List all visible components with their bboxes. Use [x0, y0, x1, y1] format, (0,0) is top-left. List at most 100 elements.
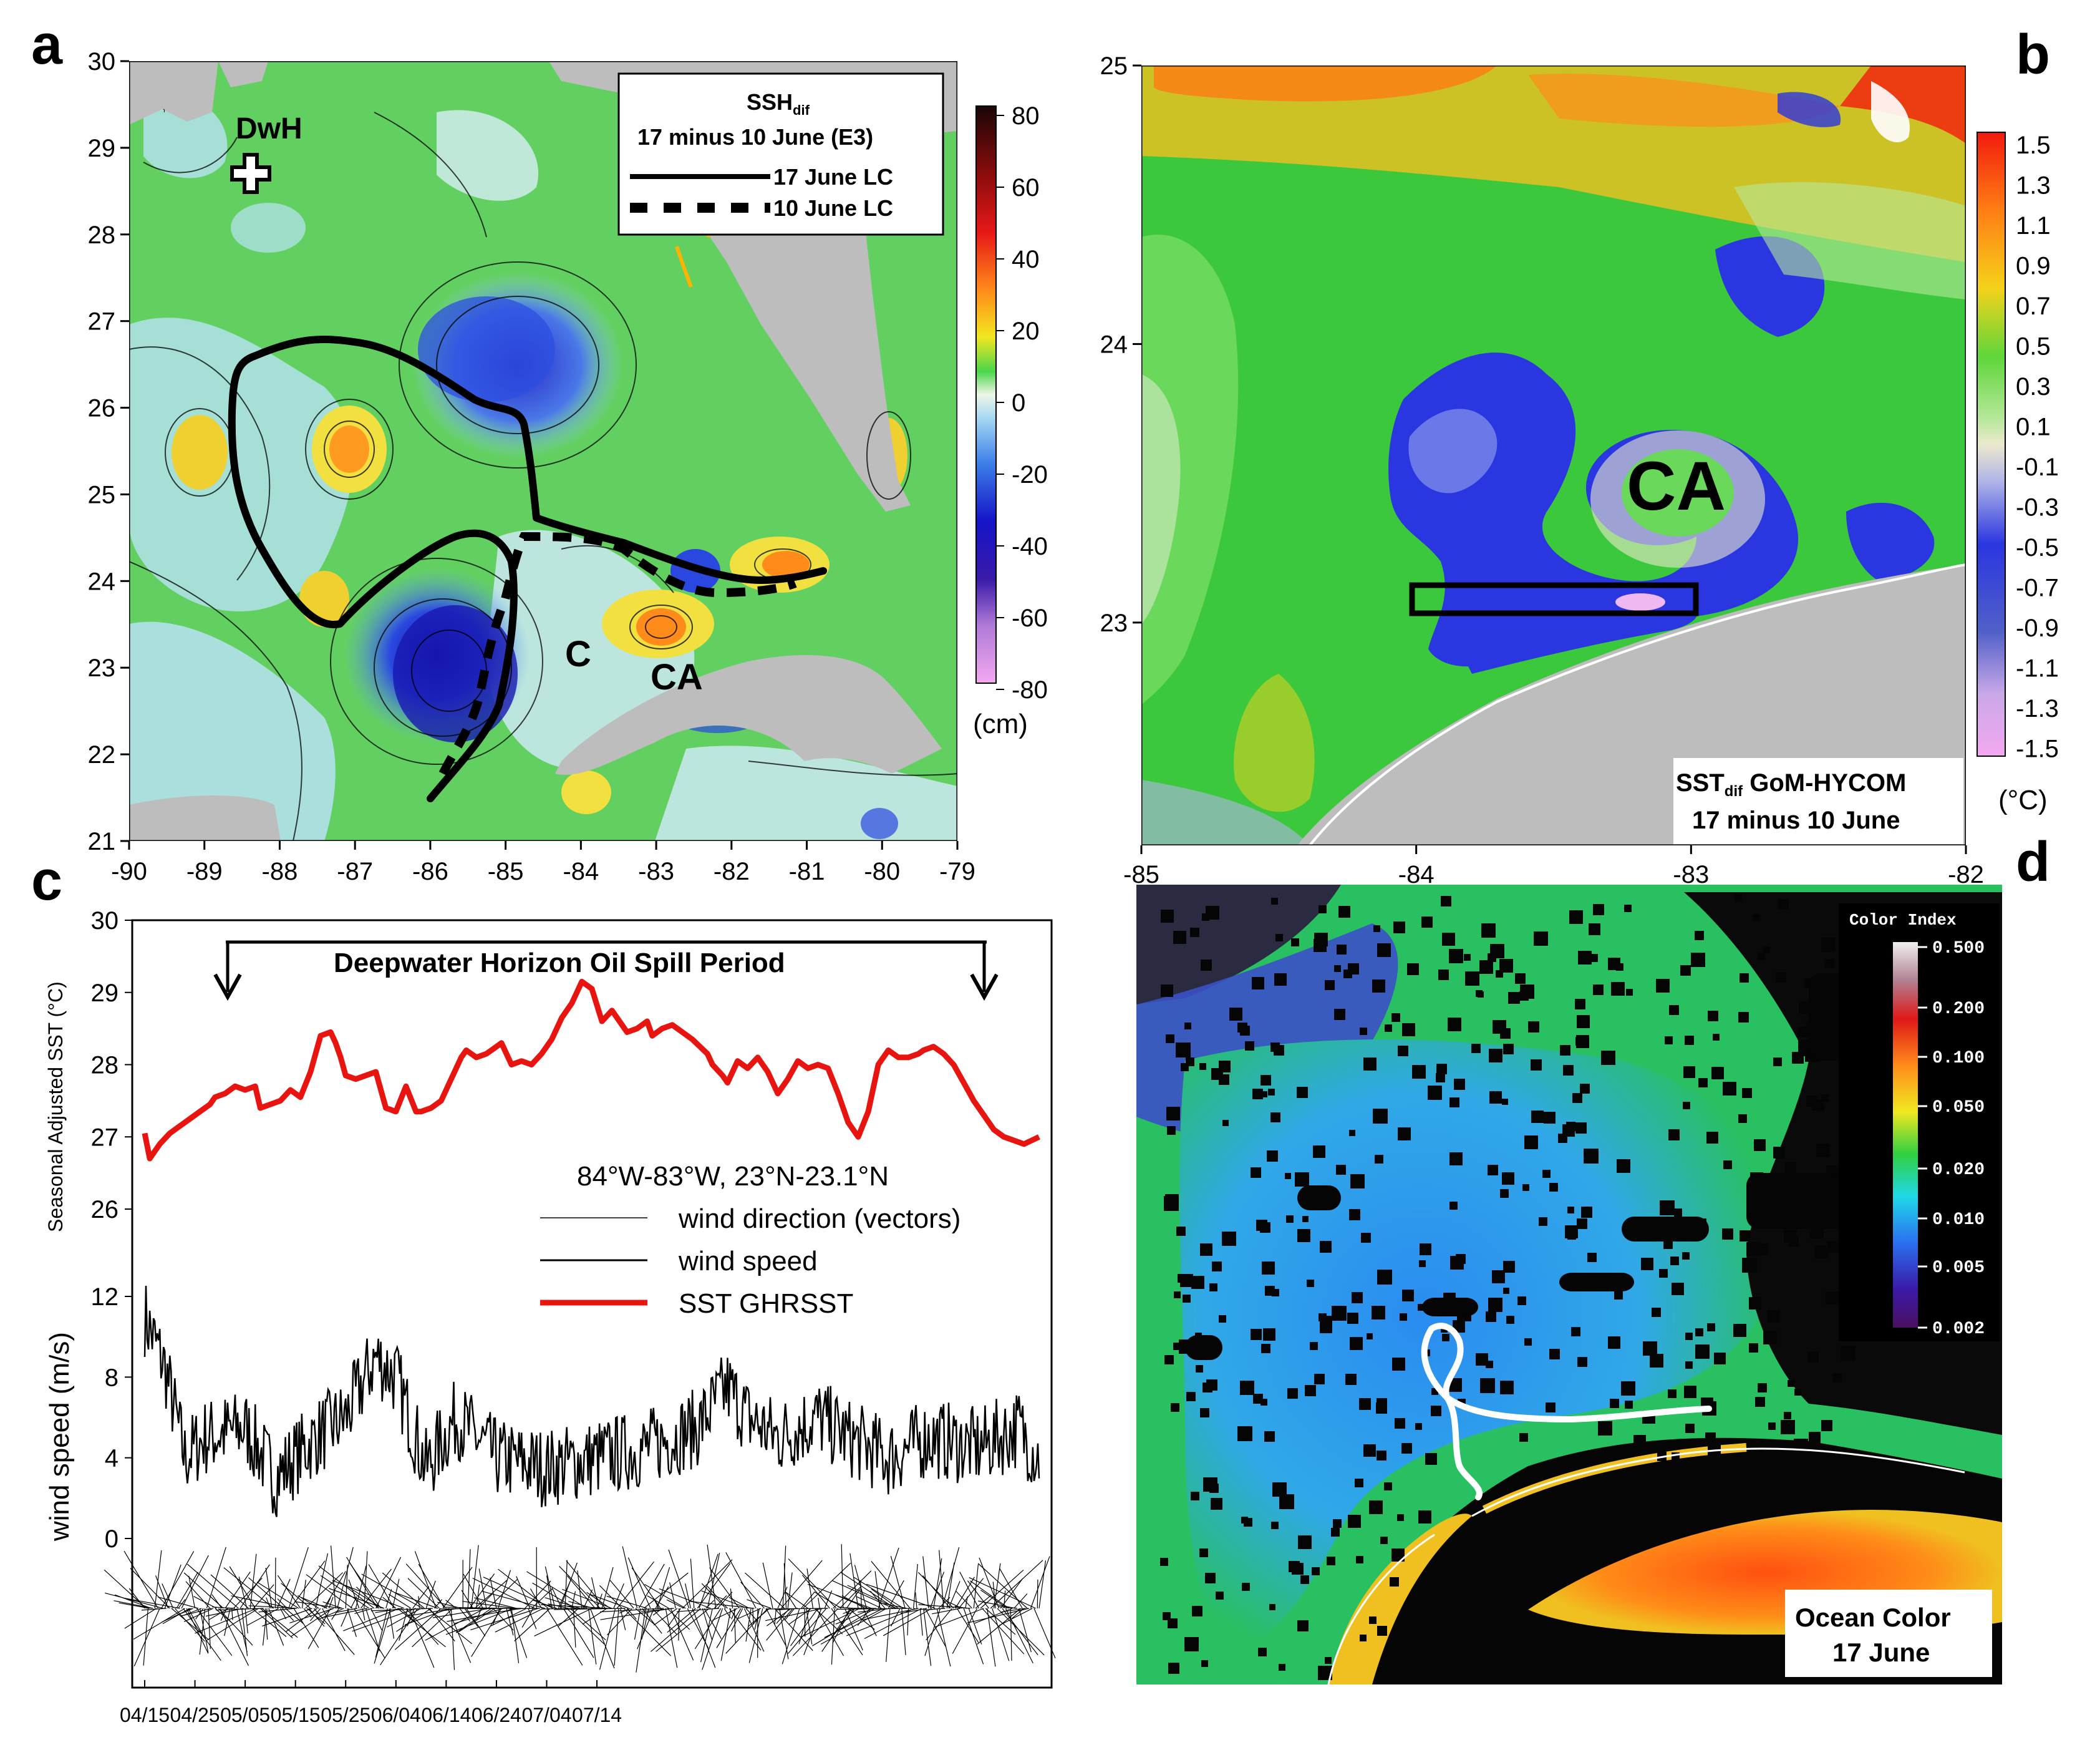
wind-vector: [974, 1608, 1013, 1624]
wind-vector: [694, 1608, 722, 1650]
wind-vector: [472, 1577, 535, 1609]
cloud-square: [1269, 1604, 1275, 1610]
wind-vector: [707, 1552, 720, 1609]
y-tick-label-a: 30: [88, 48, 116, 75]
cloud-square: [1398, 1127, 1411, 1140]
wind-vector: [577, 1570, 583, 1609]
x-tick-label-a: -86: [412, 858, 448, 885]
wind-vector: [474, 1597, 517, 1609]
cloud-square: [1684, 1386, 1696, 1398]
cloud-square: [1524, 1135, 1538, 1149]
cloud-square: [1503, 1261, 1515, 1273]
cloud-square: [1222, 1232, 1236, 1246]
wind-vector: [206, 1547, 226, 1609]
cloud-patch: [1746, 1173, 1846, 1229]
cloud-square: [1448, 1018, 1461, 1031]
cloud-square: [1705, 1432, 1716, 1443]
wind-vector: [332, 1580, 405, 1609]
wind-vector: [195, 1608, 204, 1620]
cloud-square: [1449, 1202, 1458, 1210]
wind-vector: [265, 1567, 273, 1609]
region-label: 84°W-83°W, 23°N-23.1°N: [577, 1161, 889, 1192]
cloud-square: [1209, 1484, 1219, 1493]
wind-vector: [249, 1553, 257, 1609]
wind-vector: [813, 1591, 842, 1609]
y-tick-label-wind: 0: [105, 1525, 119, 1553]
wind-vector: [1037, 1579, 1038, 1609]
wind-vector: [838, 1606, 853, 1609]
cloud-square: [1297, 1229, 1310, 1242]
y-tick-label-sst: 29: [91, 979, 119, 1007]
wind-vector: [915, 1592, 917, 1609]
cloud-square: [1407, 963, 1419, 975]
wind-vector: [743, 1608, 765, 1652]
cloud-square: [1722, 1228, 1733, 1240]
cloud-square: [1395, 1418, 1405, 1429]
cloud-square: [1327, 1557, 1335, 1565]
wind-vector: [1030, 1556, 1050, 1609]
cloud-square: [1325, 1657, 1332, 1664]
ssh-colorbar-tick-label: -40: [1012, 533, 1048, 560]
wind-vector: [414, 1551, 437, 1609]
cloud-square: [1449, 1097, 1459, 1107]
sst-series: [142, 978, 1040, 1162]
cloud-square: [1337, 945, 1347, 955]
cloud-square: [1421, 916, 1433, 928]
wind-vector: [394, 1608, 442, 1650]
wind-vector: [389, 1608, 395, 1639]
cloud-square: [1713, 1034, 1720, 1041]
cloud-square: [1442, 1334, 1449, 1341]
cloud-square: [1297, 1620, 1309, 1631]
wind-vector: [157, 1597, 199, 1609]
ocean-colorbar-tick-label: 0.200: [1932, 999, 1985, 1019]
y-tick-label-sst: 27: [91, 1124, 119, 1151]
cloud-square: [1659, 1269, 1668, 1278]
wind-vector: [702, 1608, 713, 1641]
cloud-square: [1412, 1065, 1426, 1079]
ocean-colorbar-tick-label: 0.020: [1932, 1160, 1985, 1180]
ssh-colorbar-ticks: 80 60 40 20 0 -20 -40 -60 -80: [996, 102, 1048, 704]
wind-vector: [566, 1608, 605, 1645]
cloud-square: [1792, 1052, 1804, 1064]
cloud-square: [1161, 910, 1174, 923]
wind-vector: [248, 1577, 284, 1609]
cloud-square: [1326, 1316, 1332, 1322]
wind-vector: [246, 1608, 279, 1626]
cloud-square: [1199, 1548, 1208, 1557]
cloud-square: [1385, 1024, 1392, 1032]
x-tick-label-a: -82: [714, 858, 750, 885]
wind-vector: [231, 1595, 293, 1609]
wind-vector: [288, 1547, 309, 1609]
cloud-square: [1338, 906, 1350, 918]
wind-vector: [731, 1608, 737, 1620]
spill-period-arrow: Deepwater Horizon Oil Spill Period: [213, 940, 999, 1001]
x-tick-label-a: -90: [111, 858, 147, 885]
cloud-square: [1486, 1311, 1496, 1322]
ssh-legend-box: SSHdif 17 minus 10 June (E3) 17 June LC …: [617, 72, 944, 236]
wind-vector: [924, 1608, 946, 1647]
wind-vector: [450, 1608, 455, 1670]
wind-vector: [141, 1608, 167, 1611]
cloud-square: [1375, 1155, 1383, 1164]
cloud-square: [1361, 1233, 1371, 1243]
wind-vector: [306, 1574, 353, 1609]
wind-vector: [155, 1575, 169, 1609]
ocean-colorbar-tick-label: 0.050: [1932, 1098, 1985, 1117]
wind-vector: [445, 1608, 514, 1635]
cloud-square: [1274, 973, 1287, 986]
wind-vector: [701, 1590, 748, 1609]
wind-vector: [347, 1608, 357, 1637]
cloud-square: [1173, 931, 1186, 944]
wind-vector: [455, 1608, 492, 1633]
wind-vector: [183, 1608, 214, 1622]
wind-vector: [261, 1608, 298, 1638]
wind-vector: [510, 1608, 540, 1610]
wind-vector: [546, 1575, 553, 1609]
cloud-square: [1359, 1398, 1371, 1410]
cloud-square: [1171, 1403, 1179, 1412]
wind-vector: [836, 1608, 912, 1610]
cloud-square: [1442, 933, 1455, 946]
cloud-square: [1593, 904, 1604, 915]
panel-c: c Deepwater Horizon Oil Spill Period 04/…: [31, 850, 1056, 1726]
chart-title: Deepwater Horizon Oil Spill Period: [334, 948, 785, 978]
